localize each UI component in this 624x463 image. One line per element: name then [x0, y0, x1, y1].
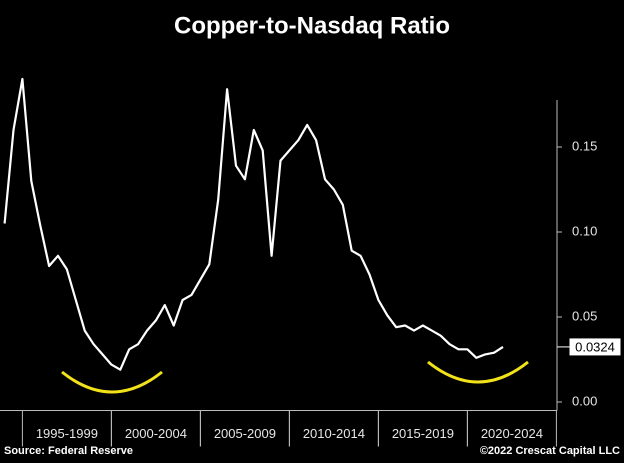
y-tick-label: 0.05 — [572, 308, 597, 323]
x-tick-label: 2015-2019 — [392, 426, 454, 441]
copyright: ©2022 Crescat Capital LLC — [480, 445, 620, 457]
y-tick-label: 0.15 — [572, 138, 597, 153]
last-value-label: 0.0324 — [575, 339, 615, 354]
source: Source: Federal Reserve — [4, 445, 133, 457]
y-tick-label: 0.10 — [572, 223, 597, 238]
x-tick-label: 2000-2004 — [125, 426, 187, 441]
line — [3, 77, 504, 371]
x-tick-label: 2010-2014 — [303, 426, 365, 441]
highlight-arc — [427, 360, 529, 384]
x-tick-label: 2005-2009 — [214, 426, 276, 441]
x-tick-label: 1995-1999 — [36, 426, 98, 441]
highlight-arc — [61, 370, 163, 394]
y-tick-label: 0.00 — [572, 393, 597, 408]
chart-title: Copper-to-Nasdaq Ratio — [174, 12, 450, 39]
x-tick-label: 2020-2024 — [481, 426, 543, 441]
